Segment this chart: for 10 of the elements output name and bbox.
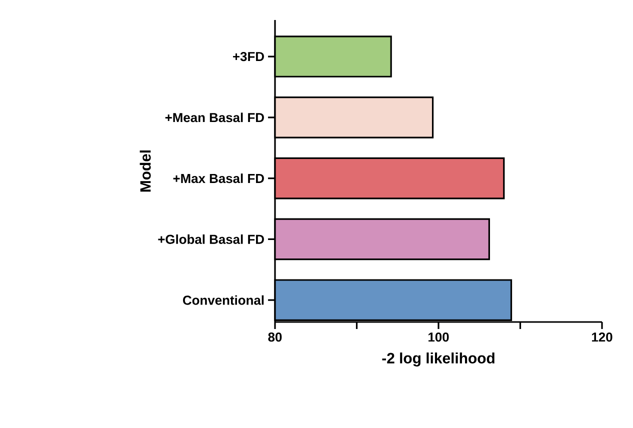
y-tick-label: +Max Basal FD xyxy=(173,174,264,184)
y-axis-title: Model xyxy=(140,150,151,192)
y-tick-label: +Global Basal FD xyxy=(158,234,264,244)
y-tick-label: Conventional xyxy=(183,295,264,305)
x-tick-label: 100 xyxy=(428,332,449,342)
y-tick-label: +Mean Basal FD xyxy=(165,112,264,122)
x-tick-label: 80 xyxy=(268,332,282,342)
y-tick-label: +3FD xyxy=(233,52,264,62)
x-tick-label: 120 xyxy=(592,332,612,342)
x-axis-title: -2 log likelihood xyxy=(382,352,494,366)
